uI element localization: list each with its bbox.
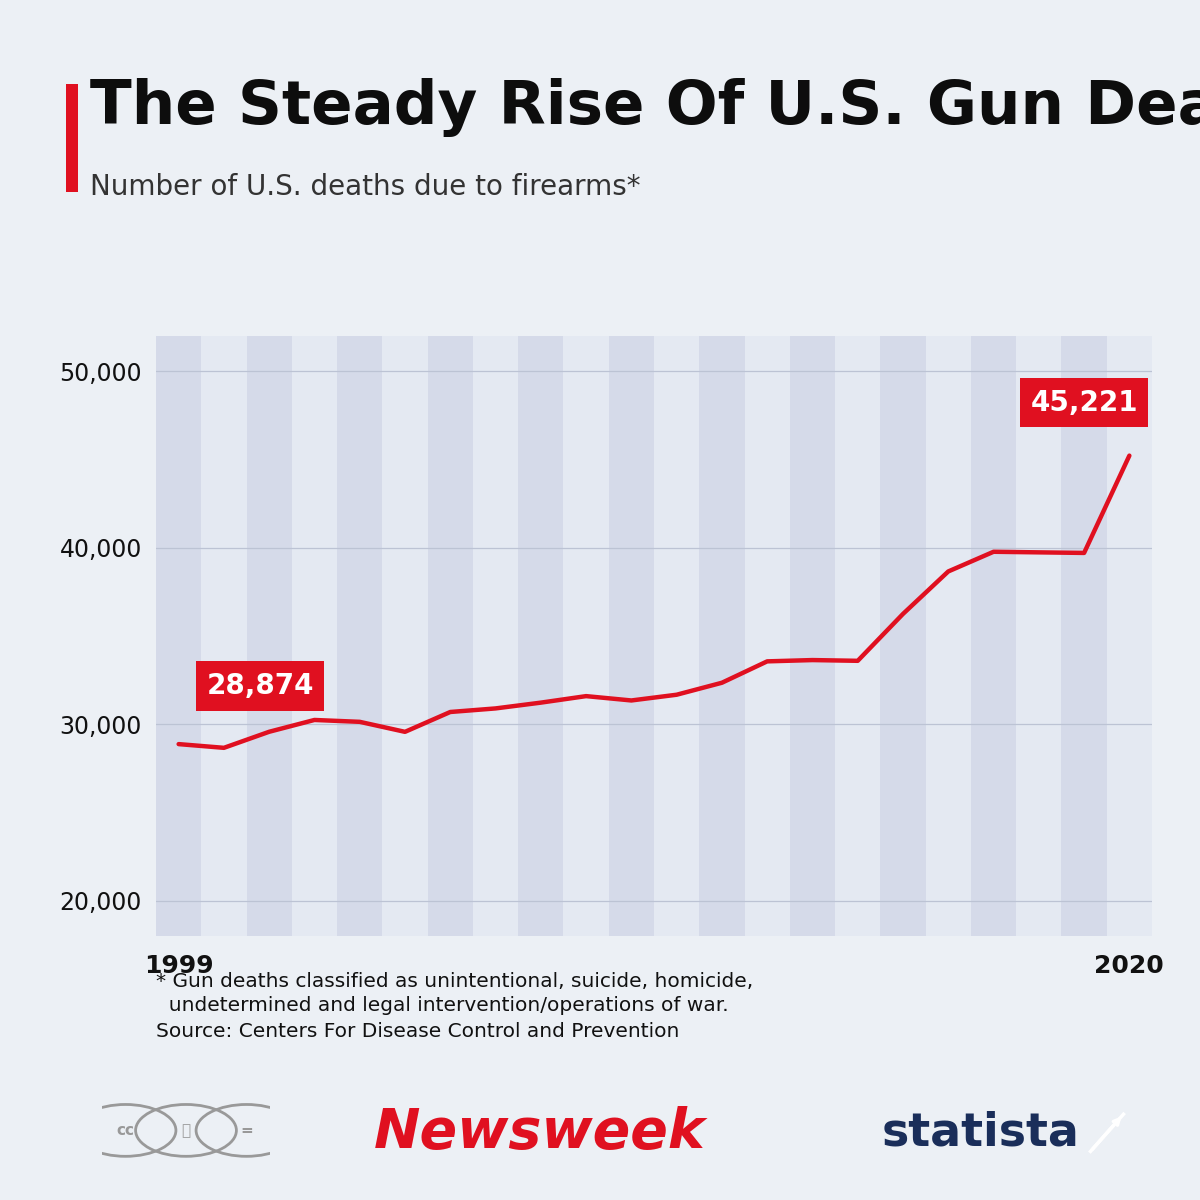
- Text: =: =: [240, 1123, 253, 1138]
- Bar: [518, 336, 564, 936]
- Bar: [337, 336, 383, 936]
- Bar: [427, 336, 473, 936]
- Bar: [1062, 336, 1106, 936]
- Bar: [881, 336, 925, 936]
- Text: 28,874: 28,874: [206, 672, 314, 700]
- Text: 1999: 1999: [144, 954, 214, 978]
- Text: 2020: 2020: [1094, 954, 1164, 978]
- Text: Number of U.S. deaths due to firearms*: Number of U.S. deaths due to firearms*: [90, 173, 641, 200]
- Bar: [156, 336, 202, 936]
- Bar: [608, 336, 654, 936]
- Bar: [700, 336, 744, 936]
- Text: ⓘ: ⓘ: [181, 1123, 191, 1138]
- Bar: [246, 336, 292, 936]
- Text: cc: cc: [116, 1123, 134, 1138]
- Text: Source: Centers For Disease Control and Prevention: Source: Centers For Disease Control and …: [156, 1022, 679, 1042]
- Text: Newsweek: Newsweek: [374, 1106, 706, 1159]
- Text: 45,221: 45,221: [1031, 389, 1138, 416]
- Text: statista: statista: [882, 1110, 1080, 1156]
- Text: The Steady Rise Of U.S. Gun Deaths: The Steady Rise Of U.S. Gun Deaths: [90, 78, 1200, 137]
- Bar: [790, 336, 835, 936]
- Bar: [971, 336, 1016, 936]
- Text: * Gun deaths classified as unintentional, suicide, homicide,: * Gun deaths classified as unintentional…: [156, 972, 754, 991]
- Text: undetermined and legal intervention/operations of war.: undetermined and legal intervention/oper…: [156, 996, 728, 1015]
